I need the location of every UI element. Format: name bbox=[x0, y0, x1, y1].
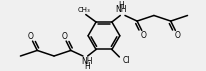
Text: NH: NH bbox=[115, 5, 126, 14]
Text: H: H bbox=[83, 62, 89, 71]
Text: O: O bbox=[173, 31, 179, 40]
Text: Cl: Cl bbox=[123, 56, 130, 65]
Text: CH₃: CH₃ bbox=[77, 7, 90, 13]
Text: O: O bbox=[140, 31, 146, 40]
Text: O: O bbox=[28, 32, 33, 41]
Text: NH: NH bbox=[81, 57, 92, 66]
Text: H: H bbox=[118, 1, 124, 10]
Text: O: O bbox=[61, 32, 67, 41]
